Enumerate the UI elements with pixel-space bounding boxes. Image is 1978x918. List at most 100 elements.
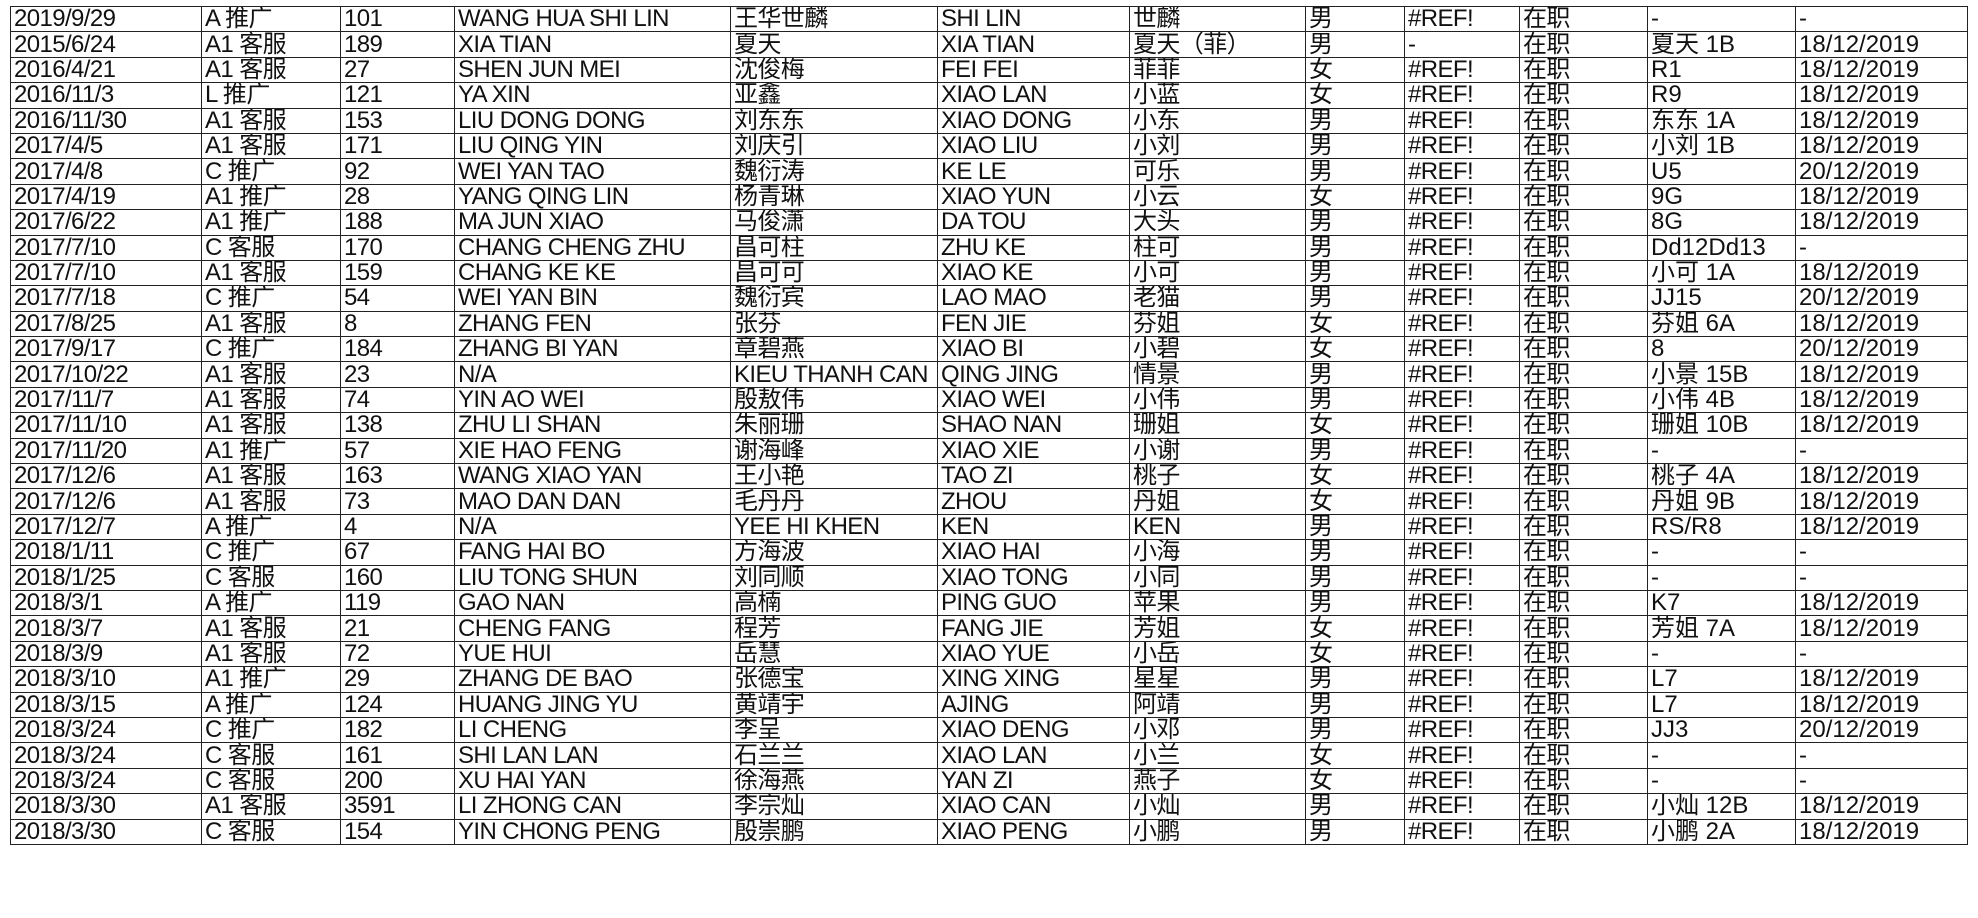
nickname-cell[interactable]: 小岳 <box>1129 640 1306 668</box>
pinyin-name-cell[interactable]: ZHANG BI YAN <box>454 336 731 363</box>
status-cell[interactable]: 在职 <box>1519 412 1648 439</box>
nickname-cell[interactable]: 小云 <box>1129 183 1306 211</box>
nickname-cell[interactable]: 珊姐 <box>1129 412 1306 439</box>
ref-cell[interactable]: #REF! <box>1404 666 1520 693</box>
chinese-name-cell[interactable]: 沈俊梅 <box>730 56 938 84</box>
pinyin-name-cell[interactable]: LIU DONG DONG <box>454 107 731 134</box>
date-cell[interactable]: 2018/3/10 <box>10 666 202 693</box>
id-cell[interactable]: 189 <box>340 31 455 58</box>
nickname-cell[interactable]: 小可 <box>1129 259 1306 287</box>
pinyin-name-cell[interactable]: YIN AO WEI <box>454 386 731 414</box>
chinese-name-cell[interactable]: 刘庆引 <box>730 132 938 160</box>
chinese-name-cell[interactable]: YEE HI KHEN <box>730 513 938 541</box>
chinese-name-cell[interactable]: 魏衍宾 <box>730 285 938 312</box>
updated-date-cell[interactable]: 18/12/2019 <box>1795 691 1968 718</box>
chinese-name-cell[interactable]: 马俊潇 <box>730 209 938 236</box>
status-cell[interactable]: 在职 <box>1519 818 1648 845</box>
updated-date-cell[interactable]: 18/12/2019 <box>1795 56 1968 84</box>
dept-cell[interactable]: A 推广 <box>201 691 341 718</box>
pinyin-name-cell[interactable]: N/A <box>454 361 731 388</box>
chinese-name-cell[interactable]: 朱丽珊 <box>730 412 938 439</box>
date-cell[interactable]: 2017/12/7 <box>10 513 202 541</box>
ref-cell[interactable]: #REF! <box>1404 5 1520 33</box>
chinese-name-cell[interactable]: 殷敖伟 <box>730 386 938 414</box>
id-cell[interactable]: 124 <box>340 691 455 718</box>
updated-date-cell[interactable]: 18/12/2019 <box>1795 183 1968 211</box>
id-cell[interactable]: 171 <box>340 132 455 160</box>
ref-cell[interactable]: #REF! <box>1404 793 1520 820</box>
dept-cell[interactable]: C 推广 <box>201 336 341 363</box>
nickname-pinyin-cell[interactable]: XIAO TONG <box>937 564 1130 591</box>
code-cell[interactable]: 小景 15B <box>1647 361 1796 388</box>
pinyin-name-cell[interactable]: LIU TONG SHUN <box>454 564 731 591</box>
chinese-name-cell[interactable]: 章碧燕 <box>730 336 938 363</box>
gender-cell[interactable]: 男 <box>1305 259 1405 287</box>
date-cell[interactable]: 2018/1/11 <box>10 539 202 566</box>
status-cell[interactable]: 在职 <box>1519 640 1648 668</box>
dept-cell[interactable]: A1 客服 <box>201 463 341 490</box>
id-cell[interactable]: 28 <box>340 183 455 211</box>
chinese-name-cell[interactable]: 王华世麟 <box>730 5 938 33</box>
updated-date-cell[interactable]: 18/12/2019 <box>1795 589 1968 617</box>
id-cell[interactable]: 101 <box>340 5 455 33</box>
code-cell[interactable]: 8 <box>1647 336 1796 363</box>
chinese-name-cell[interactable]: 昌可柱 <box>730 234 938 261</box>
updated-date-cell[interactable]: 18/12/2019 <box>1795 259 1968 287</box>
updated-date-cell[interactable]: - <box>1795 767 1968 795</box>
date-cell[interactable]: 2018/3/24 <box>10 716 202 744</box>
nickname-pinyin-cell[interactable]: XIAO LAN <box>937 742 1130 769</box>
nickname-pinyin-cell[interactable]: ZHU KE <box>937 234 1130 261</box>
chinese-name-cell[interactable]: 毛丹丹 <box>730 488 938 515</box>
dept-cell[interactable]: A 推广 <box>201 589 341 617</box>
date-cell[interactable]: 2018/3/30 <box>10 818 202 845</box>
gender-cell[interactable]: 女 <box>1305 742 1405 769</box>
nickname-cell[interactable]: 桃子 <box>1129 463 1306 490</box>
nickname-cell[interactable]: 芬姐 <box>1129 310 1306 338</box>
code-cell[interactable]: 8G <box>1647 209 1796 236</box>
id-cell[interactable]: 3591 <box>340 793 455 820</box>
gender-cell[interactable]: 女 <box>1305 463 1405 490</box>
date-cell[interactable]: 2018/3/30 <box>10 793 202 820</box>
pinyin-name-cell[interactable]: XIA TIAN <box>454 31 731 58</box>
gender-cell[interactable]: 男 <box>1305 107 1405 134</box>
nickname-cell[interactable]: 星星 <box>1129 666 1306 693</box>
status-cell[interactable]: 在职 <box>1519 107 1648 134</box>
pinyin-name-cell[interactable]: LIU QING YIN <box>454 132 731 160</box>
date-cell[interactable]: 2018/3/1 <box>10 589 202 617</box>
dept-cell[interactable]: A1 推广 <box>201 666 341 693</box>
chinese-name-cell[interactable]: 殷崇鹏 <box>730 818 938 845</box>
date-cell[interactable]: 2017/9/17 <box>10 336 202 363</box>
chinese-name-cell[interactable]: 徐海燕 <box>730 767 938 795</box>
updated-date-cell[interactable]: - <box>1795 437 1968 465</box>
date-cell[interactable]: 2017/4/8 <box>10 158 202 185</box>
pinyin-name-cell[interactable]: MA JUN XIAO <box>454 209 731 236</box>
status-cell[interactable]: 在职 <box>1519 589 1648 617</box>
updated-date-cell[interactable]: 20/12/2019 <box>1795 336 1968 363</box>
pinyin-name-cell[interactable]: YUE HUI <box>454 640 731 668</box>
dept-cell[interactable]: C 客服 <box>201 234 341 261</box>
date-cell[interactable]: 2016/11/3 <box>10 82 202 109</box>
id-cell[interactable]: 23 <box>340 361 455 388</box>
updated-date-cell[interactable]: 18/12/2019 <box>1795 615 1968 642</box>
updated-date-cell[interactable]: 18/12/2019 <box>1795 818 1968 845</box>
updated-date-cell[interactable]: 18/12/2019 <box>1795 310 1968 338</box>
nickname-pinyin-cell[interactable]: XIAO HAI <box>937 539 1130 566</box>
date-cell[interactable]: 2018/3/9 <box>10 640 202 668</box>
gender-cell[interactable]: 女 <box>1305 412 1405 439</box>
chinese-name-cell[interactable]: KIEU THANH CAN <box>730 361 938 388</box>
date-cell[interactable]: 2016/4/21 <box>10 56 202 84</box>
gender-cell[interactable]: 男 <box>1305 5 1405 33</box>
nickname-cell[interactable]: 小兰 <box>1129 742 1306 769</box>
nickname-cell[interactable]: 小同 <box>1129 564 1306 591</box>
status-cell[interactable]: 在职 <box>1519 691 1648 718</box>
date-cell[interactable]: 2017/11/10 <box>10 412 202 439</box>
code-cell[interactable]: - <box>1647 5 1796 33</box>
nickname-pinyin-cell[interactable]: XIAO DONG <box>937 107 1130 134</box>
date-cell[interactable]: 2017/10/22 <box>10 361 202 388</box>
dept-cell[interactable]: A1 客服 <box>201 31 341 58</box>
status-cell[interactable]: 在职 <box>1519 234 1648 261</box>
id-cell[interactable]: 8 <box>340 310 455 338</box>
pinyin-name-cell[interactable]: XU HAI YAN <box>454 767 731 795</box>
nickname-cell[interactable]: 夏天（菲） <box>1129 31 1306 58</box>
updated-date-cell[interactable]: 18/12/2019 <box>1795 666 1968 693</box>
